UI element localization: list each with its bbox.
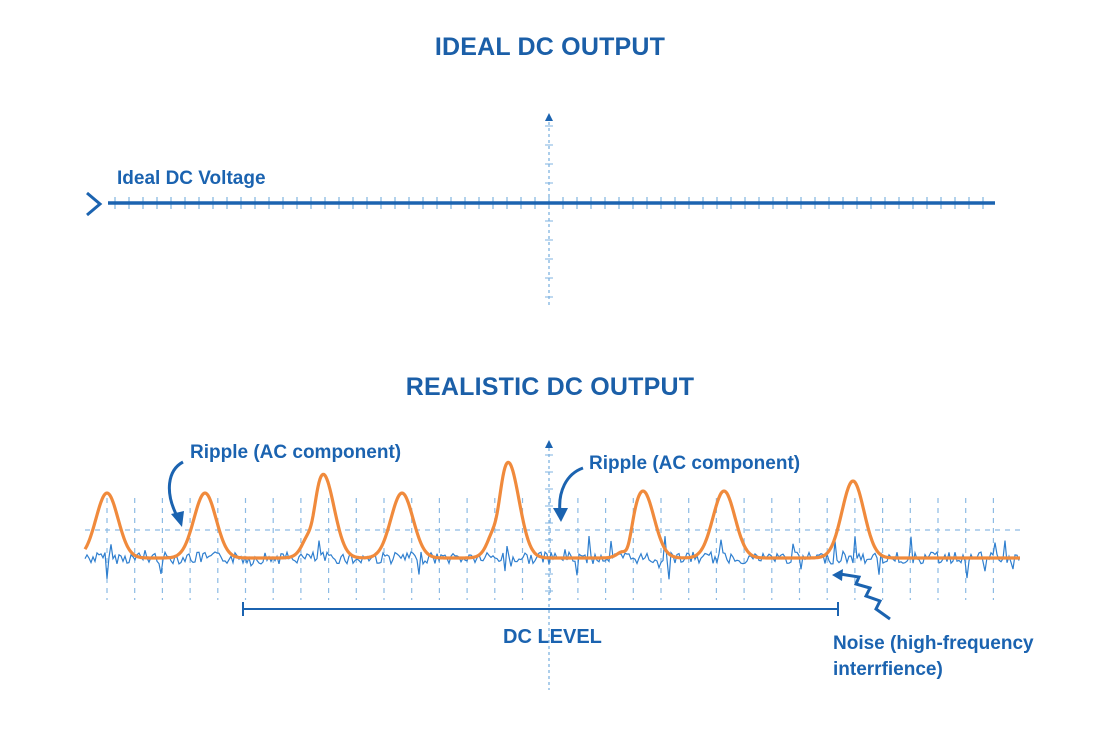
ripple-label-center: Ripple (AC component) xyxy=(589,453,801,474)
ripple-left-arrowhead-icon xyxy=(171,511,184,527)
ripple-trace xyxy=(83,460,1021,560)
ripple-label-left: Ripple (AC component) xyxy=(190,442,402,463)
ideal-vertical-ticks xyxy=(545,125,553,298)
ideal-chart xyxy=(86,113,995,305)
realistic-dc-title: REALISTIC DC OUTPUT xyxy=(405,373,695,401)
dc-level-bracket xyxy=(242,602,839,616)
ripple-center-arrowhead-icon xyxy=(553,508,568,522)
noise-zigzag-arrow-icon xyxy=(839,572,891,621)
ideal-dc-voltage-label: Ideal DC Voltage xyxy=(117,168,266,189)
chevron-right-icon xyxy=(86,191,103,217)
noise-label: Noise (high-frequency interrfience) xyxy=(833,631,1034,683)
dc-level-label: DC LEVEL xyxy=(503,626,602,648)
noise-label-line2: interrfience) xyxy=(833,659,943,680)
noise-label-line1: Noise (high-frequency xyxy=(833,633,1034,654)
noise-arrowhead-icon xyxy=(832,569,843,581)
ideal-dc-title: IDEAL DC OUTPUT xyxy=(434,33,666,61)
ripple-center-arrow-icon xyxy=(558,466,584,513)
ripple-left-arrow-icon xyxy=(167,460,184,519)
ideal-axis-arrow-icon xyxy=(545,113,553,121)
realistic-axis-arrow-icon xyxy=(545,440,553,448)
realistic-chart xyxy=(83,440,1021,690)
